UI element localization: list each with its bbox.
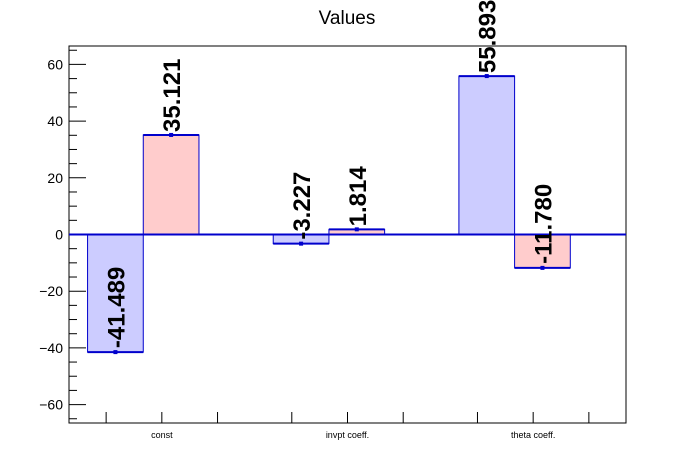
bar <box>87 234 144 353</box>
y-axis: −60 −40 −20 0 20 40 60 <box>39 49 86 420</box>
data-label: -41.489 <box>103 267 130 348</box>
data-label: 35.121 <box>159 59 186 132</box>
bar-marker <box>169 132 174 137</box>
y-tick-label: 40 <box>47 113 63 129</box>
data-label: -11.780 <box>530 184 557 264</box>
y-tick-label: −20 <box>39 283 63 299</box>
data-label: -3.227 <box>289 172 316 240</box>
y-tick-label: 20 <box>47 170 63 186</box>
data-label: 55.893 <box>475 0 502 73</box>
bar <box>458 75 516 236</box>
x-category-label: const <box>151 430 173 440</box>
x-category-label: invpt coeff. <box>326 430 369 440</box>
chart-title: Values <box>319 8 376 29</box>
bar-marker <box>113 350 118 355</box>
data-labels: -41.489 35.121 -3.227 1.814 55.893 -11.780 <box>103 0 557 348</box>
x-axis: const invpt coeff. theta coeff. <box>105 412 590 440</box>
bar-marker <box>299 241 304 246</box>
y-tick-label: 60 <box>47 56 63 72</box>
y-tick-label: 0 <box>55 227 63 243</box>
y-tick-label: −40 <box>39 340 63 356</box>
bar-marker <box>540 265 545 270</box>
bar-marker <box>354 227 359 232</box>
bar <box>142 134 200 235</box>
bars <box>69 74 626 355</box>
y-tick-label: −60 <box>39 397 63 413</box>
x-category-label: theta coeff. <box>511 430 555 440</box>
bar-marker <box>484 74 489 79</box>
data-label: 1.814 <box>345 166 372 227</box>
